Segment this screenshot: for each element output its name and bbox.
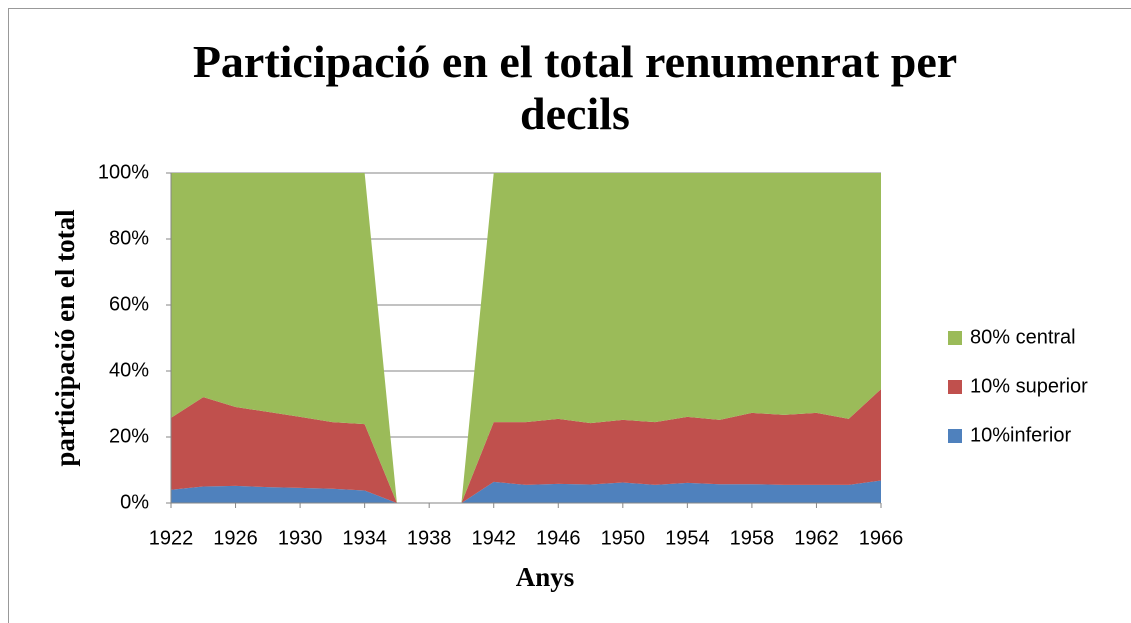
- x-tick-label: 1950: [601, 527, 646, 549]
- area: [171, 389, 881, 503]
- x-tick-label: 1942: [471, 527, 516, 549]
- y-tick-label: 80%: [109, 227, 149, 249]
- legend-label: 80% central: [970, 326, 1076, 348]
- y-tick-label: 40%: [109, 359, 149, 381]
- x-tick-label: 1962: [794, 527, 839, 549]
- x-tick-label: 1930: [278, 527, 323, 549]
- y-axis-label: participació en el total: [50, 209, 80, 467]
- x-tick-label: 1922: [149, 527, 194, 549]
- x-tick-label: 1938: [407, 527, 452, 549]
- x-tick-label: 1954: [665, 527, 710, 549]
- legend-swatch: [948, 380, 962, 394]
- x-tick-label: 1926: [213, 527, 258, 549]
- area: [171, 480, 881, 503]
- y-tick-label: 60%: [109, 293, 149, 315]
- y-tick-label: 0%: [120, 491, 149, 513]
- x-tick-label: 1946: [536, 527, 581, 549]
- chart-frame: [8, 8, 1131, 623]
- legend-label: 10%inferior: [970, 424, 1072, 446]
- x-axis-label: Anys: [516, 562, 575, 592]
- area: [171, 173, 881, 503]
- x-tick-label: 1966: [859, 527, 904, 549]
- y-tick-label: 100%: [98, 161, 149, 183]
- legend-swatch: [948, 429, 962, 443]
- legend-label: 10% superior: [970, 375, 1088, 397]
- y-tick-label: 20%: [109, 425, 149, 447]
- chart-title: Participació en el total renumenrat per …: [192, 36, 958, 139]
- x-tick-label: 1934: [342, 527, 387, 549]
- x-tick-label: 1958: [730, 527, 775, 549]
- legend-swatch: [948, 331, 962, 345]
